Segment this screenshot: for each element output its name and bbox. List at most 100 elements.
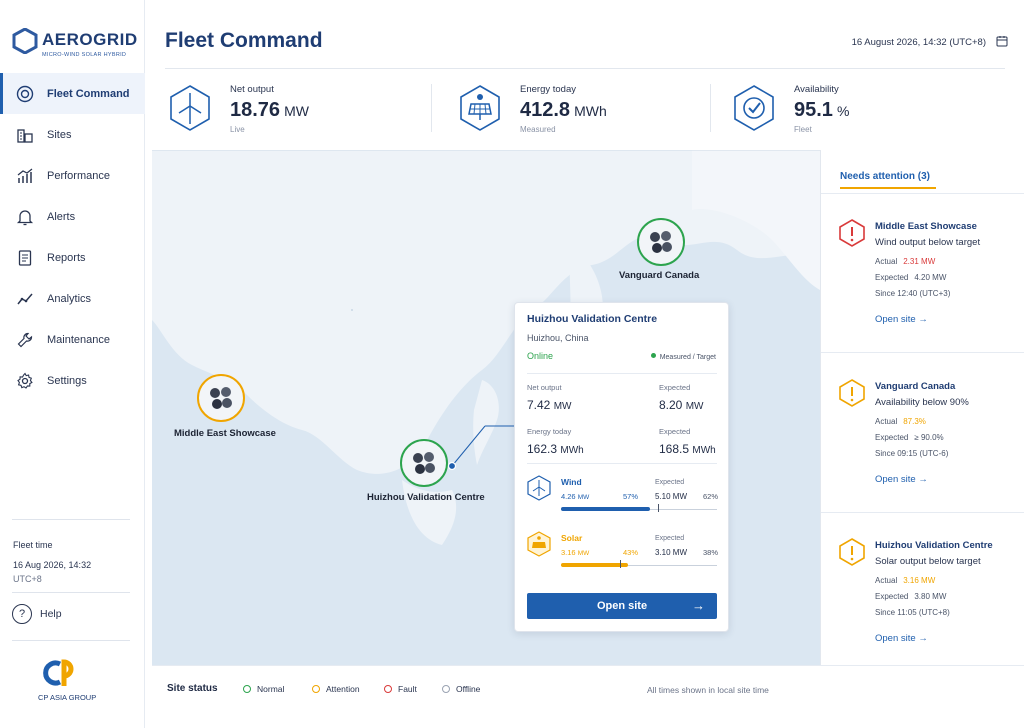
panel-divider: [821, 193, 1024, 194]
kpi-value: 412.8 MWh: [520, 99, 607, 121]
sidebar-item-label: Reports: [47, 251, 86, 264]
fleet-time: Fleet time 16 Aug 2026, 14:32 UTC+8: [13, 538, 91, 586]
fleet-time-label: Fleet time: [13, 540, 53, 550]
wind-expected-label: Expected: [655, 479, 685, 486]
solar-value: 3.16 MW: [561, 548, 590, 557]
kpi-label: Net output: [230, 84, 274, 95]
status-ring-icon: [243, 685, 251, 693]
popup-location: Huizhou, China: [527, 333, 589, 343]
kpi-label: Availability: [794, 84, 839, 95]
brand-tagline: MICRO-WIND SOLAR HYBRID: [42, 52, 127, 58]
wind-percent: 57%: [623, 492, 639, 501]
sidebar-item-reports[interactable]: Reports: [0, 237, 145, 278]
sidebar-item-fleet-command[interactable]: Fleet Command: [0, 73, 145, 114]
sidebar-item-sites[interactable]: Sites: [0, 114, 145, 155]
sidebar-item-label: Sites: [47, 128, 72, 141]
wrench-icon: [14, 329, 36, 351]
sidebar-item-label: Fleet Command: [47, 87, 130, 100]
site-label: Vanguard Canada: [619, 270, 700, 281]
energy-today-expected-label: Expected: [659, 427, 691, 436]
alert-divider: [821, 512, 1024, 513]
kpi-divider: [710, 84, 711, 132]
legend-offline: Offline: [442, 684, 480, 694]
alert-since: Since 11:05 (UTC+8): [875, 608, 950, 617]
energy-today-label: Energy today: [527, 427, 572, 436]
alert-expected: Expected ≥ 90.0%: [875, 433, 944, 442]
sidebar: AEROGRID MICRO-WIND SOLAR HYBRID Fleet C…: [0, 0, 145, 728]
site-detail-popup: Huizhou Validation Centre Huizhou, China…: [514, 302, 729, 632]
open-site-link[interactable]: Open site →: [875, 314, 928, 325]
turbine-cluster-icon: [210, 387, 232, 409]
sidebar-item-maintenance[interactable]: Maintenance: [0, 319, 145, 360]
legend-attention: Attention: [312, 684, 360, 694]
sidebar-divider: [12, 519, 130, 520]
company-logo-icon: [43, 659, 74, 686]
popup-legend: Measured / Target: [650, 353, 716, 361]
check-badge-icon: [734, 85, 774, 131]
status-ring-icon: [384, 685, 392, 693]
alert-message: Availability below 90%: [875, 397, 969, 408]
alert-divider: [821, 352, 1024, 353]
site-marker-middle-east-showcase[interactable]: [197, 374, 245, 422]
net-output-expected-value: 8.20 MW: [659, 398, 704, 412]
warning-hexagon-icon: [839, 538, 865, 566]
line-chart-icon: [14, 288, 36, 310]
brand-logo[interactable]: AEROGRID MICRO-WIND SOLAR HYBRID: [12, 26, 142, 66]
turbine-cluster-icon: [650, 231, 672, 253]
gear-icon: [14, 370, 36, 392]
status-ring-icon: [312, 685, 320, 693]
solar-bar-track: [561, 565, 717, 566]
arrow-right-icon: →: [918, 314, 928, 325]
sidebar-item-label: Alerts: [47, 210, 76, 223]
company-name: CP ASIA GROUP: [38, 693, 97, 702]
tab-underline: [840, 187, 936, 189]
kpi-value: 95.1%: [794, 99, 850, 121]
site-marker-huizhou-validation-centre[interactable]: [400, 439, 448, 487]
alert-actual: Actual 87.3%: [875, 417, 926, 426]
site-marker-vanguard-canada[interactable]: [637, 218, 685, 266]
kpi-subtext: Fleet: [794, 125, 812, 134]
open-site-button[interactable]: Open site →: [527, 593, 717, 619]
wind-turbine-icon: [170, 85, 210, 131]
wind-label: Wind: [561, 477, 582, 487]
solar-label: Solar: [561, 533, 583, 543]
wind-expected-value: 5.10 MW: [655, 492, 688, 501]
sidebar-item-label: Analytics: [47, 292, 92, 305]
arrow-right-icon: →: [692, 598, 705, 613]
needs-attention-panel: Needs attention (3) Middle East Showcase…: [820, 150, 1024, 665]
help-link[interactable]: ? Help: [12, 604, 62, 624]
calendar-icon[interactable]: [996, 35, 1008, 47]
open-site-link[interactable]: Open site →: [875, 633, 928, 644]
header-divider: [165, 68, 1005, 69]
kpi-label: Energy today: [520, 84, 576, 95]
site-status-legend-title: Site status: [167, 683, 218, 694]
site-label: Huizhou Validation Centre: [367, 492, 485, 503]
alert-since: Since 09:15 (UTC-6): [875, 449, 949, 458]
sidebar-item-label: Performance: [47, 169, 110, 182]
solar-panel-icon: [460, 85, 500, 131]
document-icon: [14, 247, 36, 269]
bar-trend-icon: [14, 165, 36, 187]
sidebar-item-performance[interactable]: Performance: [0, 155, 145, 196]
alert-since: Since 12:40 (UTC+3): [875, 289, 951, 298]
alert-site-name: Middle East Showcase: [875, 221, 977, 232]
net-output-label: Net output: [527, 383, 562, 392]
sidebar-item-label: Settings: [47, 374, 87, 387]
sidebar-item-alerts[interactable]: Alerts: [0, 196, 145, 237]
sidebar-item-settings[interactable]: Settings: [0, 360, 145, 401]
net-output-expected-label: Expected: [659, 383, 691, 392]
arrow-right-icon: →: [918, 633, 928, 644]
wind-expected-percent: 62%: [703, 492, 719, 501]
turbine-cluster-icon: [413, 452, 435, 474]
needs-attention-tab[interactable]: Needs attention (3): [840, 171, 931, 182]
energy-today-expected-value: 168.5 MWh: [659, 442, 716, 456]
kpi-subtext: Measured: [520, 125, 556, 134]
open-site-link[interactable]: Open site →: [875, 474, 928, 485]
solar-percent: 43%: [623, 548, 639, 557]
solar-bar-fill: [561, 563, 628, 567]
net-output-value: 7.42 MW: [527, 398, 572, 412]
alert-expected: Expected 3.80 MW: [875, 592, 947, 601]
bell-icon: [14, 206, 36, 228]
sidebar-item-analytics[interactable]: Analytics: [0, 278, 145, 319]
buildings-icon: [14, 124, 36, 146]
